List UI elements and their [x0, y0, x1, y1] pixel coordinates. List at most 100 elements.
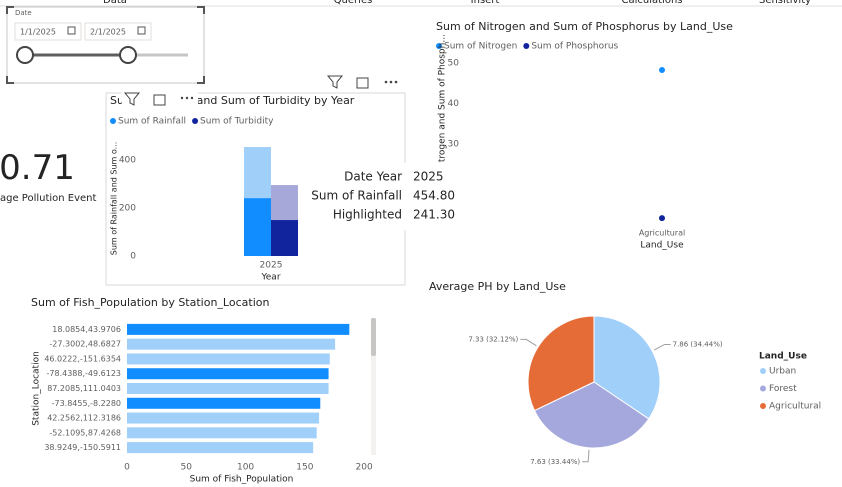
tooltip-value: 241.30: [413, 208, 455, 222]
y-tick-label: 0: [130, 252, 136, 262]
point[interactable]: [659, 66, 665, 73]
legend-label: Sum of Phosphorus: [531, 42, 618, 52]
y-tick-label: 40: [448, 99, 460, 109]
data-label: 7.33 (32.12%): [468, 335, 518, 343]
filter-icon[interactable]: [123, 92, 141, 106]
slider-handle[interactable]: [119, 46, 137, 64]
bar[interactable]: [127, 323, 350, 335]
date-input[interactable]: [84, 22, 152, 41]
data-label: 7.63 (33.44%): [530, 458, 580, 466]
bar[interactable]: [127, 383, 329, 394]
y-tick-label: -78.4388,-49.6123: [47, 369, 121, 378]
card-label: Average Pollution Event: [0, 193, 97, 204]
more-icon[interactable]: [384, 80, 398, 84]
slicer-frame: [6, 6, 205, 84]
y-tick-label: -27.3002,48.6827: [49, 340, 121, 349]
legend-title: Land_Use: [759, 352, 807, 362]
y-tick-label: 18.0854,43.9706: [52, 325, 121, 334]
end-date: 2/1/2025: [90, 28, 126, 37]
more-dot[interactable]: [190, 96, 194, 100]
pie-slice[interactable]: [593, 315, 661, 420]
ribbon-tab[interactable]: Sensitivity: [759, 0, 811, 6]
legend-marker: [760, 368, 766, 374]
more-dot[interactable]: [185, 96, 189, 100]
scrollbar-thumb[interactable]: [371, 318, 376, 356]
y-tick-label: 30: [448, 140, 460, 150]
tooltip-value: 454.80: [413, 189, 455, 203]
y-axis-label: Sum of Rainfall and Sum o...: [110, 142, 119, 255]
bar[interactable]: [127, 412, 320, 424]
legend-marker: [760, 385, 766, 392]
bar[interactable]: [127, 338, 336, 350]
y-tick-label: 87.2085,111.0403: [47, 384, 121, 393]
header-icons-bg: [122, 92, 198, 108]
legend-marker: [110, 118, 116, 124]
y-axis-label: Station_Location: [32, 351, 42, 426]
bar[interactable]: [127, 427, 317, 439]
chart-title: Sum of Fish_Population by Station_Locati…: [31, 296, 269, 309]
ribbon-tab[interactable]: Data: [103, 0, 127, 6]
x-tick-label: 0: [124, 463, 130, 473]
filter-icon[interactable]: [326, 75, 344, 89]
card-value: 0.71: [0, 148, 75, 188]
bar[interactable]: [127, 368, 329, 380]
point[interactable]: [659, 215, 665, 222]
legend-marker: [436, 43, 442, 49]
x-axis-label: Sum of Fish_Population: [190, 475, 294, 485]
y-tick-label: 46.0222,-151.6354: [44, 354, 121, 363]
y-tick-label: 50: [448, 59, 460, 69]
ribbon-tab[interactable]: Insert: [471, 0, 500, 6]
leader-line: [582, 449, 590, 463]
calendar-icon[interactable]: [137, 26, 146, 35]
tooltip-label: Sum of Rainfall: [311, 189, 402, 203]
y-tick-label: -52.1095,87.4268: [49, 428, 121, 437]
scrollbar-track: [371, 318, 376, 455]
x-tick-label: 100: [237, 463, 254, 473]
bar[interactable]: [127, 353, 330, 365]
tooltip: [300, 163, 456, 230]
legend-marker: [192, 118, 199, 124]
slider-handle[interactable]: [16, 46, 34, 64]
x-axis-label: Year: [260, 273, 280, 283]
x-tick-label: 200: [356, 463, 373, 473]
date-input[interactable]: [14, 22, 82, 41]
focus-icon[interactable]: [153, 94, 166, 106]
tooltip-value: 2025: [413, 170, 444, 184]
slicer-handles: [6, 6, 205, 84]
tooltip-label: Date Year: [344, 170, 402, 184]
chart-title: Average PH by Land_Use: [429, 280, 566, 293]
legend-marker: [760, 403, 766, 409]
start-date: 1/1/2025: [20, 28, 56, 37]
legend-label: Sum of Nitrogen: [444, 42, 517, 52]
calendar-icon[interactable]: [67, 26, 76, 35]
more-dot[interactable]: [180, 96, 184, 100]
pie-slice[interactable]: [527, 315, 595, 412]
x-tick-label: 2025: [260, 261, 283, 271]
legend-label: Sum of Turbidity: [200, 117, 274, 127]
bar-highlight[interactable]: [271, 220, 298, 256]
y-axis-label: Sum of Nitrogen and Sum of Phosph...: [438, 34, 448, 206]
y-tick-label: 200: [119, 204, 136, 214]
x-tick-label: Agricultural: [639, 229, 685, 238]
tooltip-label: Highlighted: [333, 208, 402, 222]
y-tick-label: 400: [119, 156, 136, 166]
pie-slice[interactable]: [533, 381, 650, 449]
y-tick-label: -73.8455,-8.2280: [52, 399, 121, 408]
legend-label: Agricultural: [769, 402, 821, 412]
ribbon-tab[interactable]: Queries: [334, 0, 373, 6]
legend-label: Forest: [769, 384, 797, 394]
leader-line: [653, 343, 671, 351]
y-tick-label: 38.9249,-150.5911: [44, 443, 121, 452]
legend-label: Sum of Rainfall: [118, 117, 186, 127]
legend-label: Urban: [769, 367, 796, 377]
ribbon-tab[interactable]: Calculations: [622, 0, 683, 6]
bar[interactable]: [127, 397, 321, 409]
bar-highlight[interactable]: [244, 198, 271, 256]
x-tick-label: 50: [181, 463, 193, 473]
bar[interactable]: [127, 442, 314, 454]
leader-line: [520, 338, 537, 347]
legend-marker: [523, 43, 530, 49]
focus-icon[interactable]: [356, 77, 369, 89]
y-tick-label: 42.2562,112.3186: [47, 414, 121, 423]
